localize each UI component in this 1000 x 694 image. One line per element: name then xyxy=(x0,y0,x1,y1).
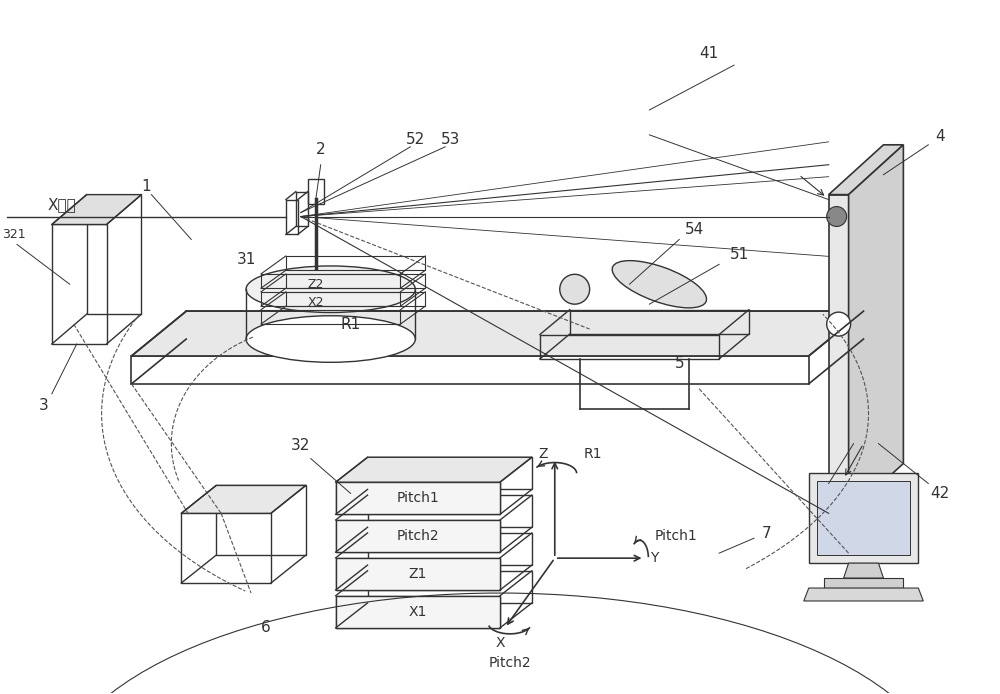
Text: 6: 6 xyxy=(261,620,271,636)
Polygon shape xyxy=(844,563,883,578)
Polygon shape xyxy=(336,520,500,552)
Ellipse shape xyxy=(612,261,707,308)
Polygon shape xyxy=(817,482,910,555)
Text: X: X xyxy=(495,636,505,650)
Circle shape xyxy=(827,312,851,336)
Text: 41: 41 xyxy=(700,46,719,60)
Polygon shape xyxy=(131,311,864,356)
Polygon shape xyxy=(181,485,306,514)
Text: Z: Z xyxy=(538,446,548,461)
Circle shape xyxy=(560,274,590,304)
Text: 51: 51 xyxy=(729,247,749,262)
Circle shape xyxy=(827,207,847,226)
Polygon shape xyxy=(849,145,903,514)
Polygon shape xyxy=(336,558,500,590)
Text: 52: 52 xyxy=(406,133,425,147)
Text: 42: 42 xyxy=(931,486,950,501)
Polygon shape xyxy=(336,595,500,628)
Text: 54: 54 xyxy=(685,222,704,237)
Polygon shape xyxy=(809,473,918,563)
Text: 321: 321 xyxy=(2,228,26,241)
Text: 1: 1 xyxy=(142,179,151,194)
Polygon shape xyxy=(804,588,923,601)
Text: X1: X1 xyxy=(409,605,427,619)
Text: 31: 31 xyxy=(236,252,256,267)
Polygon shape xyxy=(829,145,903,194)
Text: 53: 53 xyxy=(441,133,460,147)
Text: Pitch1: Pitch1 xyxy=(396,491,439,505)
Text: Pitch1: Pitch1 xyxy=(655,530,698,543)
Polygon shape xyxy=(336,457,532,482)
Text: R1: R1 xyxy=(340,316,361,332)
Text: Pitch2: Pitch2 xyxy=(489,656,531,670)
Text: Pitch2: Pitch2 xyxy=(397,530,439,543)
Text: Z2: Z2 xyxy=(308,278,324,291)
Polygon shape xyxy=(829,194,849,514)
Ellipse shape xyxy=(246,316,415,362)
Polygon shape xyxy=(52,194,141,224)
Text: X射线: X射线 xyxy=(47,197,76,212)
Text: 5: 5 xyxy=(674,357,684,371)
Ellipse shape xyxy=(246,266,415,312)
Text: 32: 32 xyxy=(291,438,310,453)
Text: R1: R1 xyxy=(583,446,602,461)
Text: 2: 2 xyxy=(316,142,326,158)
Text: X2: X2 xyxy=(307,296,324,309)
Text: 3: 3 xyxy=(39,398,49,413)
Text: Y: Y xyxy=(650,551,659,565)
Text: 4: 4 xyxy=(935,129,945,144)
Polygon shape xyxy=(824,578,903,588)
Text: 7: 7 xyxy=(762,526,772,541)
Text: Z1: Z1 xyxy=(409,567,427,581)
Polygon shape xyxy=(336,482,500,514)
FancyBboxPatch shape xyxy=(308,178,324,203)
